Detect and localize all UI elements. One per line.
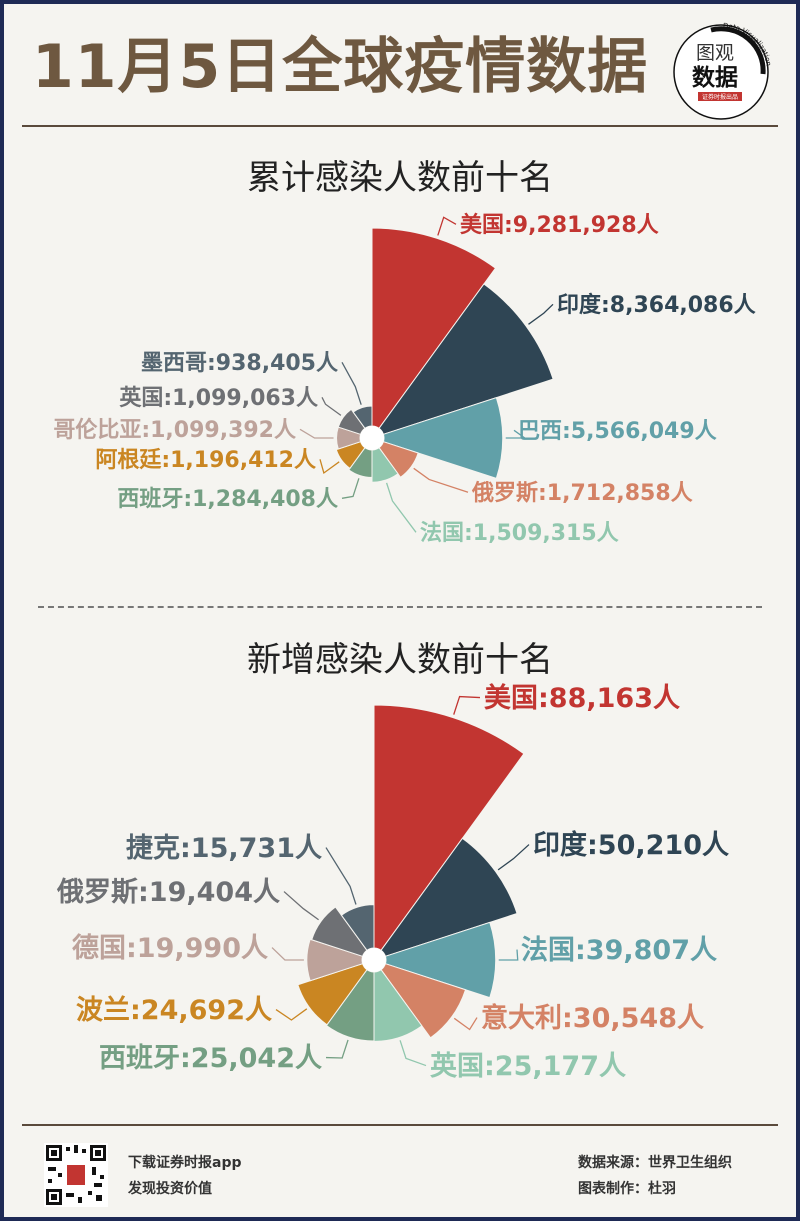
slice-label: 俄罗斯:19,404人	[56, 877, 280, 908]
logo-footer: 证券时报出品	[702, 93, 738, 101]
rose-hole	[360, 426, 384, 450]
slice-label: 英国:25,177人	[430, 1051, 626, 1082]
leader-line	[497, 844, 530, 871]
slice-label: 法国:39,807人	[521, 935, 717, 966]
slice-label: 美国:9,281,928人	[460, 212, 659, 238]
slice-label: 波兰:24,692人	[76, 995, 272, 1026]
slice-label: 西班牙:1,284,408人	[117, 487, 338, 512]
slice-label: 捷克:15,731人	[126, 832, 322, 864]
leader-line	[271, 947, 304, 961]
header-rule	[22, 125, 778, 127]
leader-line	[341, 478, 360, 499]
leader-line	[385, 482, 417, 533]
leader-line	[325, 1039, 349, 1059]
slice-label: 德国:19,990人	[72, 933, 268, 964]
slice-label: 墨西哥:938,405人	[141, 351, 338, 376]
chart1-title: 累计感染人数前十名	[247, 158, 553, 198]
leader-line	[505, 429, 527, 439]
footer-right: 数据来源：世界卫生组织 图表制作：杜羽	[578, 1150, 732, 1202]
logo-line2: 数据	[692, 65, 738, 91]
footer-app-text: 下载证券时报app	[128, 1155, 242, 1171]
leader-line	[453, 695, 481, 715]
leader-line	[325, 847, 357, 905]
chart-cumulative: 美国:9,281,928人印度:8,364,086人巴西:5,566,049人俄…	[53, 212, 756, 546]
page-title: 11月5日全球疫情数据	[32, 32, 649, 102]
section-divider	[38, 606, 762, 608]
chart-new: 美国:88,163人印度:50,210人法国:39,807人意大利:30,548…	[56, 682, 729, 1082]
slice-label: 巴西:5,566,049人	[518, 419, 717, 444]
leader-line	[275, 1008, 308, 1021]
leader-line	[413, 467, 469, 493]
logo: Data Visualization 图观 数据 证券时报出品	[673, 22, 771, 120]
logo-line1: 图观	[696, 42, 734, 64]
slice-label: 法国:1,509,315人	[420, 521, 619, 546]
footer-slogan-text: 发现投资价值	[128, 1181, 212, 1197]
slice-label: 西班牙:25,042人	[99, 1043, 322, 1074]
slice-label: 印度:8,364,086人	[557, 292, 756, 318]
leader-line	[341, 361, 362, 405]
slice-label: 印度:50,210人	[533, 829, 729, 861]
slice-label: 英国:1,099,063人	[119, 386, 318, 411]
footer-rule	[22, 1124, 778, 1126]
leader-line	[283, 891, 319, 921]
leader-line	[319, 459, 340, 475]
rose-hole	[362, 948, 386, 972]
leader-line	[528, 303, 554, 325]
qr-code	[44, 1143, 108, 1207]
footer-left: 下载证券时报app 发现投资价值	[128, 1150, 242, 1202]
slice-label: 俄罗斯:1,712,858人	[471, 480, 693, 506]
slice-label: 美国:88,163人	[484, 682, 680, 714]
leader-line	[299, 428, 334, 439]
footer-source-text: 数据来源：世界卫生组织	[578, 1155, 732, 1171]
leader-line	[399, 1040, 427, 1067]
footer-author-text: 图表制作：杜羽	[578, 1181, 676, 1197]
leader-line	[437, 216, 457, 236]
slice-label: 意大利:30,548人	[481, 1002, 704, 1034]
slice-label: 哥伦比亚:1,099,392人	[53, 417, 296, 443]
leader-line	[321, 397, 342, 416]
leader-line	[498, 949, 519, 961]
leader-line	[453, 1017, 478, 1031]
chart2-title: 新增感染人数前十名	[247, 640, 553, 680]
slice-label: 阿根廷:1,196,412人	[95, 448, 316, 473]
